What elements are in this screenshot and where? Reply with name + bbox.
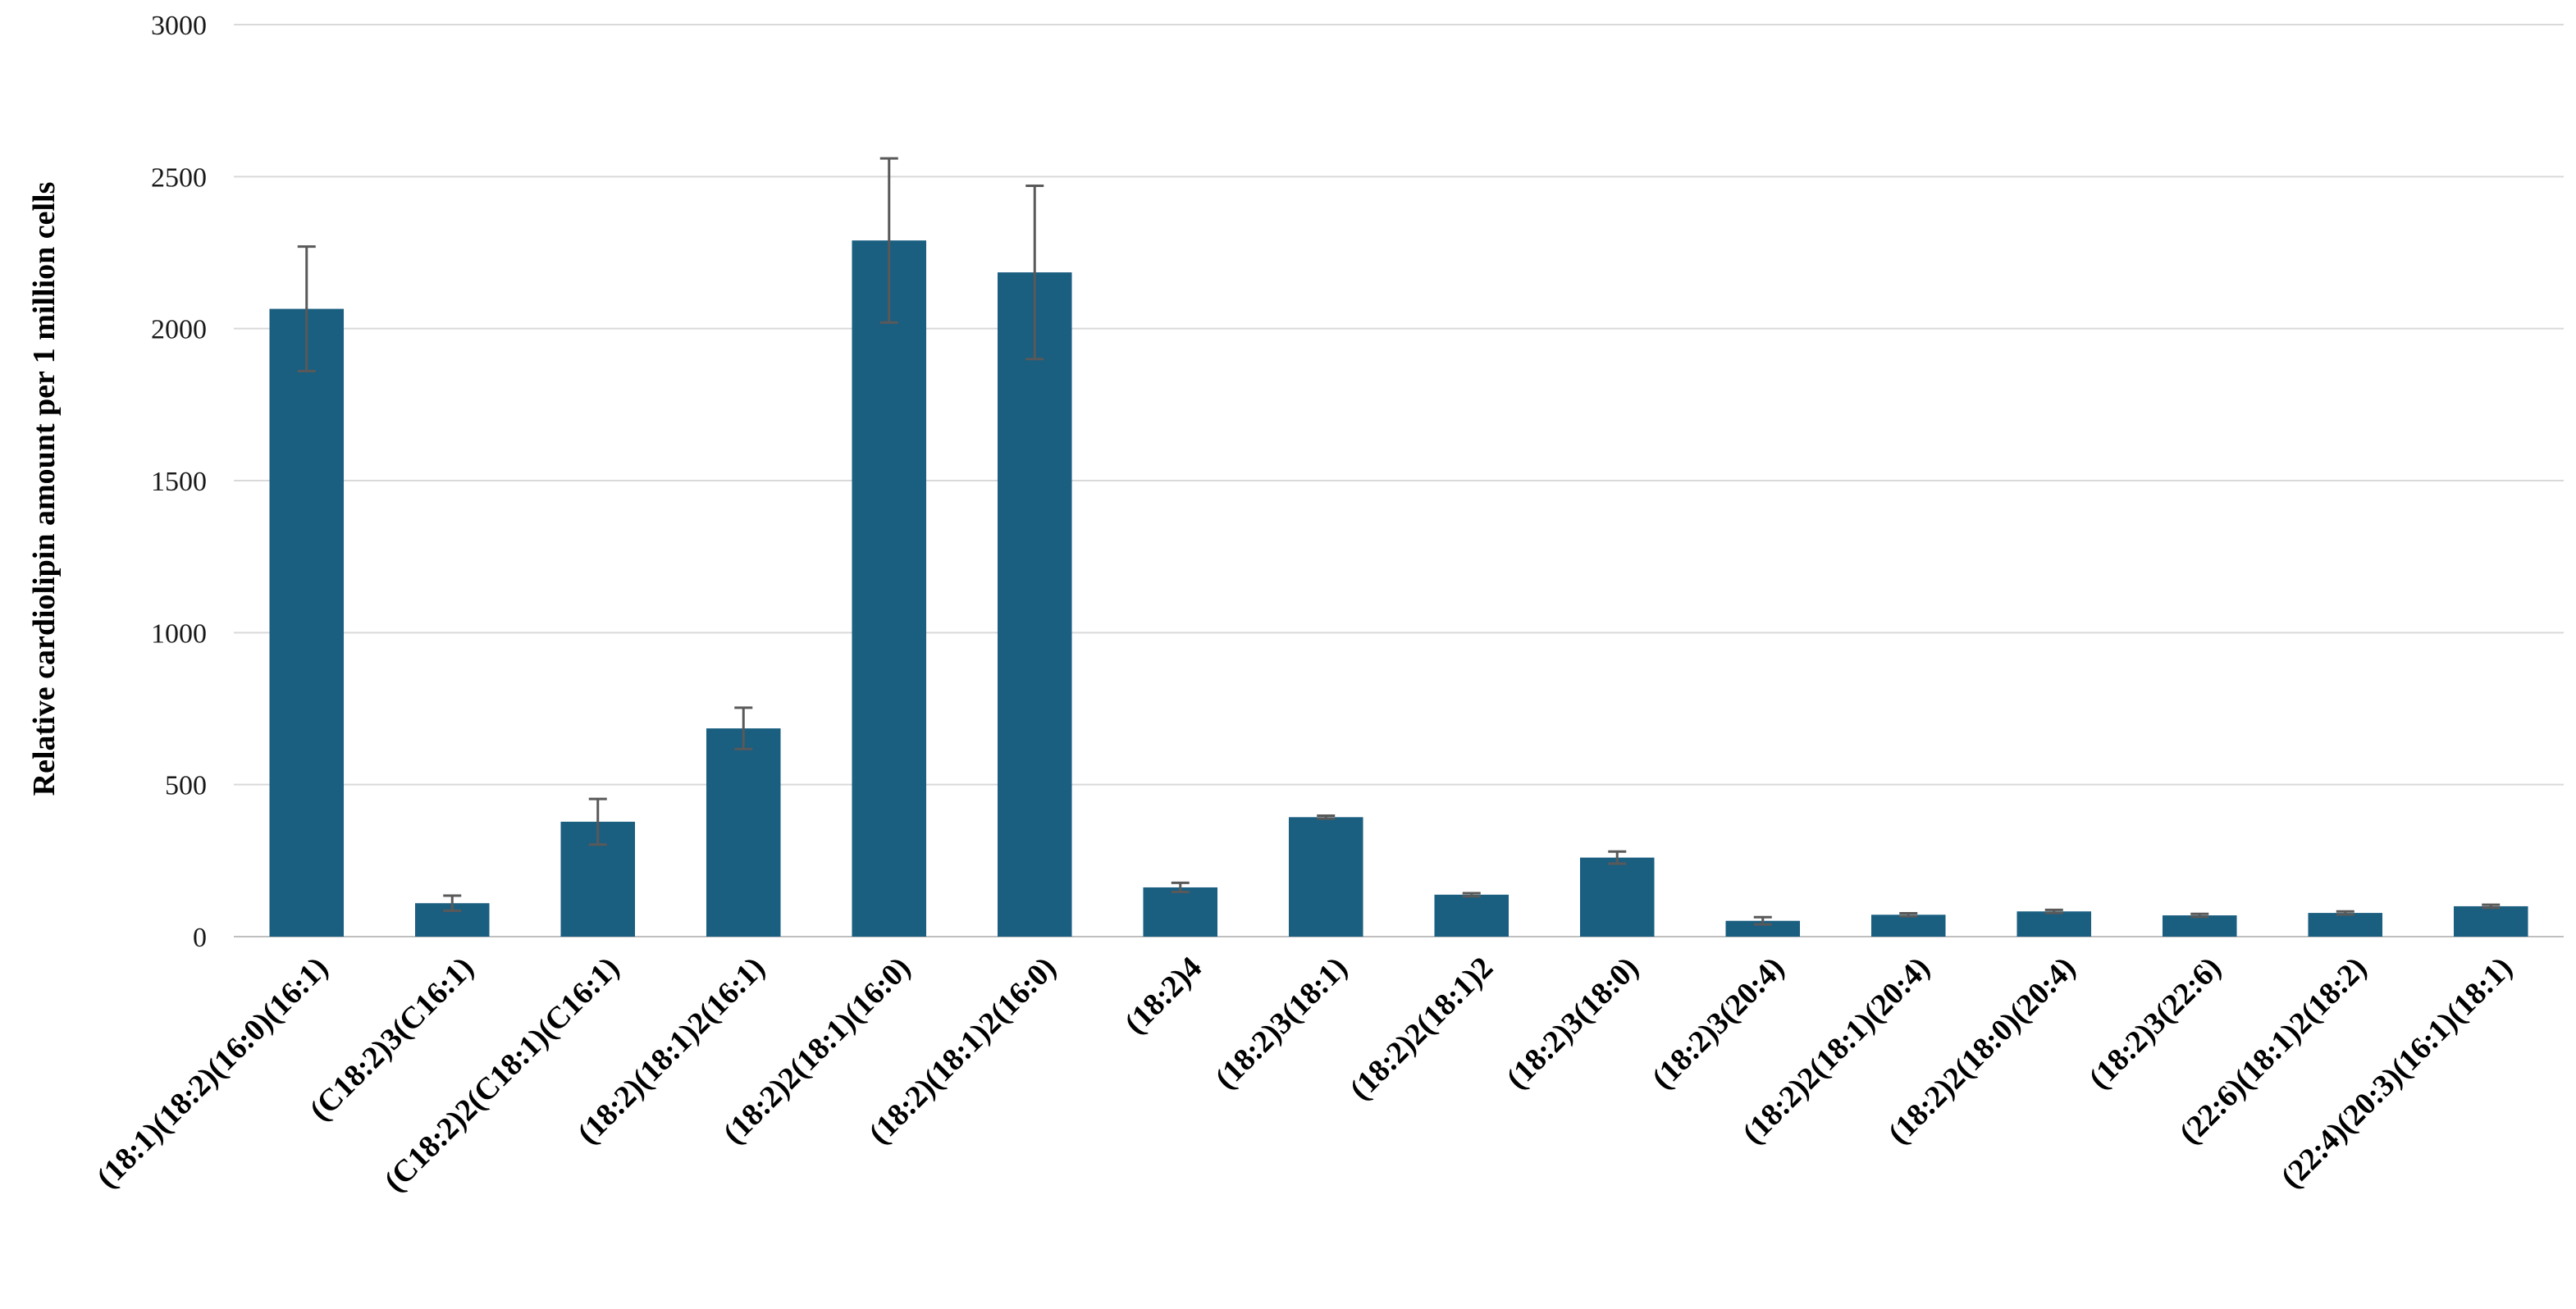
x-category-label-9: (18:2)3(18:0) (1500, 951, 1645, 1096)
bar-0 (269, 308, 345, 937)
bar-13 (2162, 915, 2237, 937)
bar-12 (2016, 911, 2092, 937)
error-bar-0 (297, 245, 316, 373)
error-bar-11 (1899, 911, 1918, 918)
bar-9 (1579, 857, 1655, 937)
y-tick-label-1000: 1000 (151, 618, 207, 649)
x-category-label-8: (18:2)2(18:1)2 (1343, 951, 1500, 1107)
error-bars (297, 157, 2501, 926)
y-tick-label-1500: 1500 (151, 467, 207, 497)
bar-15 (2453, 905, 2528, 937)
error-bar-5 (1025, 184, 1044, 361)
y-tick-label-0: 0 (193, 923, 207, 953)
x-category-label-15: (22:4)(20:3)(16:1)(18:1) (2274, 951, 2519, 1195)
error-bar-9 (1608, 850, 1627, 865)
gridlines (234, 24, 2564, 937)
x-category-label-13: (18:2)3(22:6) (2082, 951, 2227, 1096)
x-category-label-6: (18:2)4 (1118, 951, 1208, 1041)
y-tick-label-500: 500 (165, 771, 207, 801)
y-tick-label-2500: 2500 (151, 162, 207, 193)
error-bar-13 (2190, 912, 2209, 919)
y-tick-labels: 0 500 1000 1500 2000 2500 3000 (151, 11, 207, 953)
error-bar-7 (1317, 814, 1336, 820)
x-category-label-7: (18:2)3(18:1) (1208, 951, 1354, 1096)
error-bar-4 (879, 157, 898, 324)
y-tick-label-2000: 2000 (151, 315, 207, 345)
bar-8 (1434, 894, 1510, 937)
error-bar-14 (2336, 910, 2354, 916)
y-axis-title: Relative cardiolipin amount per 1 millio… (27, 182, 62, 796)
bar-11 (1870, 914, 1946, 937)
x-category-label-0: (18:1)(18:2)(16:0)(16:1) (90, 951, 335, 1195)
bar-6 (1143, 887, 1218, 937)
bar-10 (1725, 920, 1801, 937)
y-tick-label-3000: 3000 (151, 11, 207, 41)
error-bar-3 (734, 706, 753, 750)
error-bar-15 (2482, 903, 2501, 910)
bar-14 (2308, 913, 2383, 937)
error-bar-12 (2044, 908, 2063, 914)
error-bar-6 (1171, 881, 1190, 894)
x-category-labels: (18:1)(18:2)(16:0)(16:1)(C18:2)3(C16:1)(… (90, 951, 2519, 1199)
x-category-label-2: (C18:2)2(C18:1)(C16:1) (377, 951, 626, 1199)
error-bar-10 (1753, 915, 1772, 926)
bar-5 (997, 272, 1072, 937)
error-bar-1 (443, 894, 462, 912)
bar-7 (1288, 817, 1363, 937)
x-category-label-10: (18:2)3(20:4) (1646, 951, 1791, 1096)
bar-3 (706, 728, 781, 937)
error-bar-2 (588, 797, 607, 846)
bar-4 (852, 240, 927, 937)
error-bar-8 (1462, 892, 1481, 898)
bars (269, 240, 2528, 937)
